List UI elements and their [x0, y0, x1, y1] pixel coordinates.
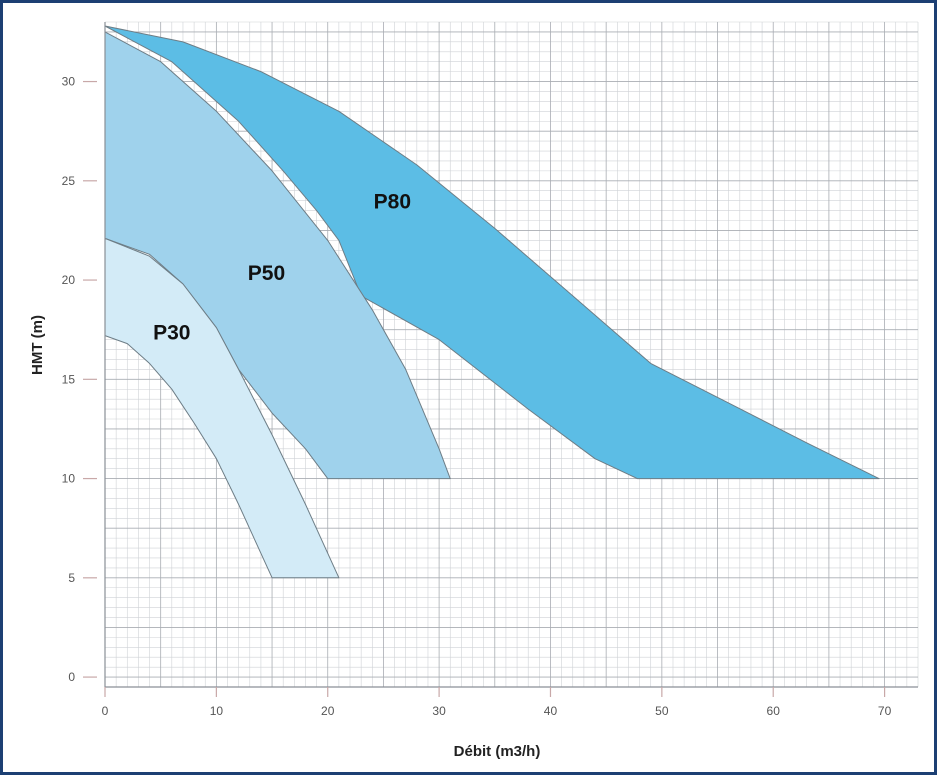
x-tick-label: 70: [878, 704, 892, 718]
y-tick-label: 10: [62, 472, 76, 486]
x-tick-label: 30: [432, 704, 446, 718]
series-regions: [104, 25, 880, 579]
x-tick-label: 40: [544, 704, 558, 718]
y-tick-label: 30: [62, 75, 76, 89]
x-tick-label: 60: [767, 704, 781, 718]
region-p80: [104, 25, 880, 480]
y-tick-label: 20: [62, 273, 76, 287]
x-tick-label: 20: [321, 704, 335, 718]
x-tick-label: 0: [102, 704, 109, 718]
region-label-p50: P50: [248, 262, 285, 285]
x-axis-title: Débit (m3/h): [454, 743, 541, 760]
y-tick-label: 25: [62, 174, 76, 188]
y-axis-title: HMT (m): [29, 315, 46, 375]
y-tick-label: 5: [68, 571, 75, 585]
y-tick-label: 15: [62, 372, 76, 386]
axes: 0 10 20 30 40 50 60 70 0 5 10 15 20 25 30: [62, 22, 918, 718]
x-tick-label: 50: [655, 704, 669, 718]
region-label-p80: P80: [374, 191, 411, 214]
x-tick-label: 10: [210, 704, 224, 718]
region-p30: [104, 237, 340, 579]
region-labels: P80 P50 P30: [153, 191, 411, 345]
region-label-p30: P30: [153, 322, 190, 345]
y-tick-label: 0: [68, 670, 75, 684]
